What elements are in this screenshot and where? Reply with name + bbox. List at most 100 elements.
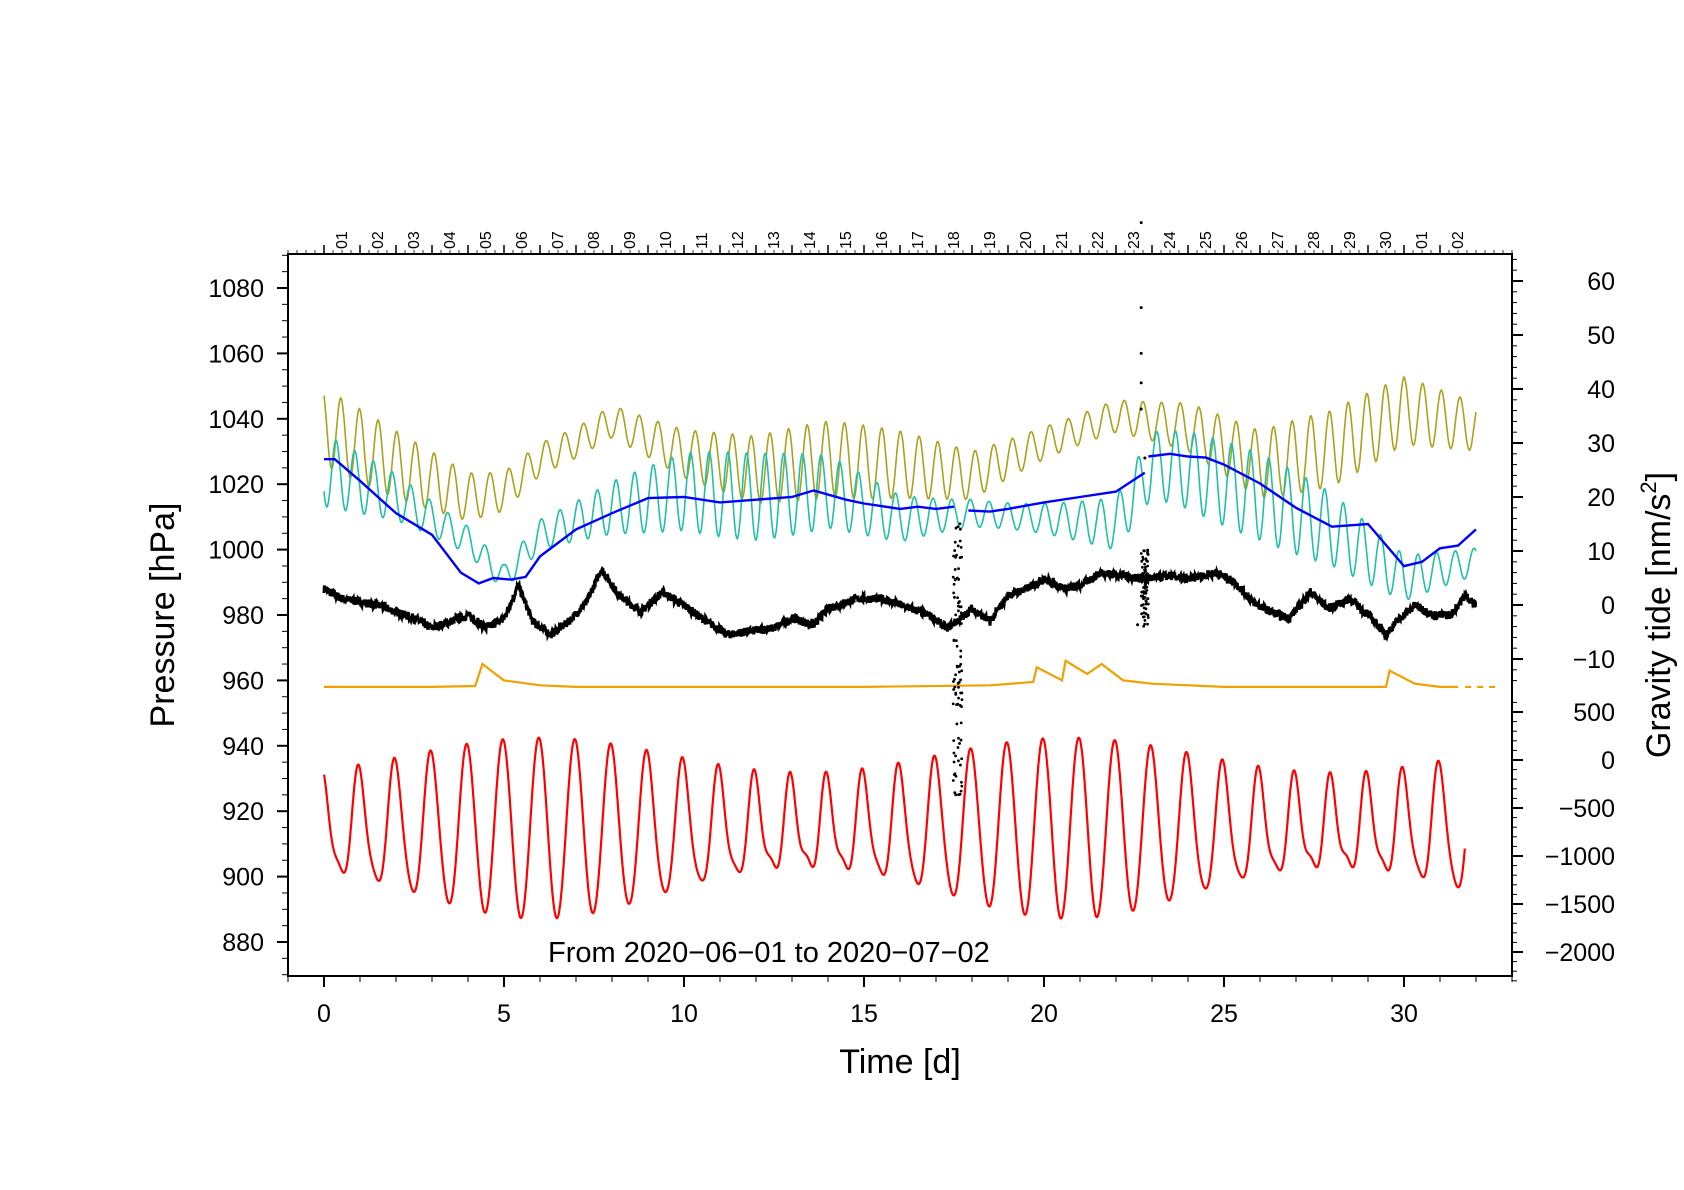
outlier-point xyxy=(1142,606,1146,610)
outlier-point xyxy=(959,546,963,549)
outlier-point xyxy=(1139,407,1143,411)
y-right-lower-tick-label: −2000 xyxy=(1545,939,1615,967)
outlier-point xyxy=(1139,306,1143,310)
outlier-point xyxy=(957,696,960,700)
outlier-point xyxy=(956,759,960,763)
top-day-label: 01 xyxy=(1414,231,1431,249)
outlier-point xyxy=(952,751,956,755)
outlier-point xyxy=(957,736,960,740)
outlier-point xyxy=(951,702,955,706)
y-left-tick-label: 980 xyxy=(222,602,264,630)
x-tick-label: 5 xyxy=(497,1000,511,1028)
outlier-point xyxy=(1140,612,1144,616)
series-blue-line xyxy=(324,452,1477,585)
outlier-point xyxy=(1142,624,1146,628)
outlier-point xyxy=(1136,623,1140,627)
outlier-point xyxy=(1146,580,1150,584)
outlier-point xyxy=(954,555,957,559)
y-right-upper-tick-label: 50 xyxy=(1587,322,1615,350)
outlier-point xyxy=(958,742,961,745)
outlier-point xyxy=(951,779,955,782)
series-teal-line xyxy=(323,430,1477,601)
outlier-point xyxy=(1143,562,1146,566)
y-right-lower-tick-label: 0 xyxy=(1601,747,1615,775)
top-day-label: 14 xyxy=(802,231,819,249)
outlier-point xyxy=(959,622,963,625)
y-right-lower-tick-label: −1000 xyxy=(1545,843,1615,871)
outlier-point xyxy=(953,772,957,776)
outlier-point xyxy=(952,688,956,691)
outlier-point xyxy=(955,553,958,557)
outlier-point xyxy=(1142,597,1145,601)
outlier-point xyxy=(953,595,956,599)
outlier-point xyxy=(1140,565,1144,569)
outlier-point xyxy=(958,704,962,707)
outlier-point xyxy=(958,763,962,767)
y-left-tick-label: 920 xyxy=(222,798,264,826)
outlier-point xyxy=(959,678,962,682)
outlier-point xyxy=(1145,559,1148,562)
top-day-label: 15 xyxy=(838,231,855,249)
outlier-point xyxy=(953,685,957,689)
y-left-tick-label: 1020 xyxy=(208,471,264,499)
outlier-point xyxy=(958,522,962,526)
outlier-point xyxy=(1142,549,1146,553)
outlier-point xyxy=(1144,591,1148,595)
x-tick-label: 0 xyxy=(317,1000,331,1028)
top-day-label: 26 xyxy=(1234,231,1251,249)
top-day-label: 10 xyxy=(658,231,675,249)
outlier-point xyxy=(1146,602,1150,606)
outlier-point xyxy=(1139,552,1143,555)
y-right-axis-label-main: Gravity tide [nm/s xyxy=(1640,494,1678,759)
top-day-label: 16 xyxy=(874,231,891,249)
top-day-label: 09 xyxy=(622,231,639,249)
top-day-label: 30 xyxy=(1378,231,1395,249)
x-axis-label: Time [d] xyxy=(839,1043,961,1081)
y-right-upper-tick-label: −10 xyxy=(1573,646,1615,674)
outlier-point xyxy=(952,639,956,643)
top-day-label: 23 xyxy=(1126,231,1143,249)
outlier-point xyxy=(1141,603,1145,607)
outlier-point xyxy=(1139,594,1143,598)
outlier-point xyxy=(1146,597,1150,601)
outlier-point xyxy=(959,655,963,659)
outlier-point xyxy=(957,670,961,674)
outlier-point xyxy=(952,680,955,683)
x-tick-label: 15 xyxy=(850,1000,878,1028)
top-day-label: 22 xyxy=(1090,231,1107,249)
series-orange-line xyxy=(324,659,1458,688)
outlier-point xyxy=(1146,548,1150,552)
top-day-label: 06 xyxy=(514,231,531,249)
outlier-point xyxy=(1143,618,1147,622)
y-right-lower-tick-label: 500 xyxy=(1573,699,1615,727)
y-left-tick-label: 1040 xyxy=(208,406,264,434)
outlier-point xyxy=(957,578,961,581)
series-red-line xyxy=(322,736,1466,920)
outlier-point xyxy=(953,677,956,681)
outlier-point xyxy=(960,784,964,788)
top-day-label: 18 xyxy=(946,231,963,249)
top-day-label: 02 xyxy=(370,231,387,249)
y-left-tick-label: 1000 xyxy=(208,537,264,565)
y-left-tick-label: 960 xyxy=(222,667,264,695)
outlier-point xyxy=(953,549,957,552)
outlier-point xyxy=(1143,568,1147,571)
top-day-label: 17 xyxy=(910,231,927,249)
y-right-upper-tick-label: 20 xyxy=(1587,484,1615,512)
top-day-label: 13 xyxy=(766,231,783,249)
outlier-point xyxy=(960,698,964,702)
outlier-point xyxy=(958,527,962,531)
outlier-point xyxy=(1143,456,1147,460)
outlier-point xyxy=(1146,622,1149,626)
top-day-label: 28 xyxy=(1306,231,1323,249)
outlier-point xyxy=(952,760,956,764)
outlier-point xyxy=(1144,602,1148,606)
y-right-axis-label: Gravity tide [nm/s2] xyxy=(1636,472,1678,758)
outlier-point xyxy=(959,721,963,725)
outlier-point xyxy=(957,685,960,689)
y-left-tick-label: 1080 xyxy=(208,275,264,303)
y-right-upper-tick-label: 40 xyxy=(1587,376,1615,404)
outlier-point xyxy=(952,591,956,595)
outlier-point xyxy=(1139,351,1143,355)
